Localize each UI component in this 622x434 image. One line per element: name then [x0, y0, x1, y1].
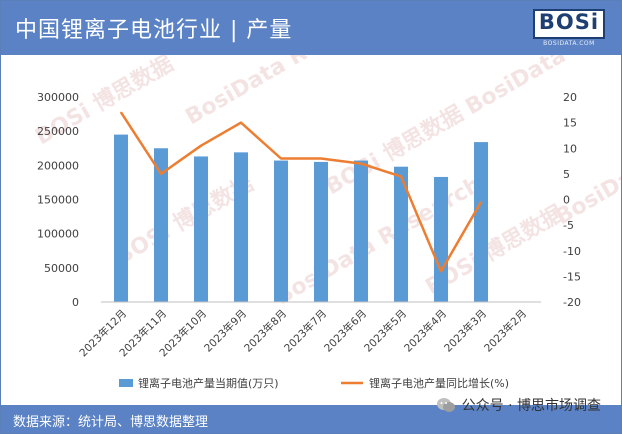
right-tick-label: -15	[563, 270, 581, 283]
category-label: 2023年6月	[321, 307, 369, 355]
right-tick-label: 0	[563, 194, 570, 207]
data-source: 数据来源：统计局、博思数据整理	[13, 415, 209, 430]
logo-subtext: BOSIDATA.COM	[543, 40, 595, 47]
legend-label-line: 锂离子电池产量同比增长(%)	[369, 376, 509, 390]
right-tick-label: -10	[563, 245, 581, 258]
category-label: 2023年9月	[201, 307, 249, 355]
category-label: 2023年4月	[401, 307, 449, 355]
bar	[194, 156, 208, 302]
growth-point	[400, 175, 402, 178]
bar	[314, 161, 328, 302]
brand-text: 公众号 · 博思市场调查	[461, 398, 601, 414]
bar	[114, 134, 128, 302]
left-tick-label: 300000	[37, 91, 79, 104]
bar	[434, 176, 448, 302]
watermark: BosiData Research	[552, 92, 622, 230]
right-tick-label: -20	[563, 296, 581, 309]
right-tick-label: 5	[563, 168, 570, 181]
bar	[234, 152, 248, 302]
left-tick-label: 0	[72, 296, 79, 309]
watermark: BosiData Research	[272, 172, 486, 310]
category-label: 2023年7月	[281, 307, 329, 355]
growth-point	[440, 270, 442, 273]
growth-point	[240, 121, 242, 124]
legend-label-bar: 锂离子电池产量当期值(万只)	[138, 376, 279, 390]
growth-point	[200, 144, 202, 147]
left-tick-label: 200000	[37, 159, 79, 172]
page-title: 中国锂离子电池行业 | 产量	[15, 18, 293, 43]
left-tick-label: 50000	[44, 262, 79, 275]
watermark: BosiData Research	[462, 55, 622, 120]
header-bar: 中国锂离子电池行业 | 产量 BOSi BOSIDATA.COM	[1, 1, 621, 55]
growth-point	[280, 157, 282, 160]
bar	[154, 148, 168, 302]
legend-swatch-bar	[119, 379, 133, 387]
right-tick-label: -5	[563, 219, 574, 232]
growth-point	[120, 111, 122, 114]
footer-brand: 公众号 · 博思市场调查	[436, 395, 601, 415]
footer-bar: 数据来源：统计局、博思数据整理	[1, 405, 621, 433]
bar	[394, 166, 408, 302]
right-tick-label: 10	[563, 142, 577, 155]
left-tick-label: 150000	[37, 194, 79, 207]
category-label: 2023年3月	[441, 307, 489, 355]
wechat-icon	[436, 398, 455, 412]
left-tick-label: 100000	[37, 228, 79, 241]
category-label: 2023年5月	[361, 307, 409, 355]
right-tick-label: 20	[563, 91, 577, 104]
growth-point	[320, 157, 322, 160]
watermark: BosiData Research	[182, 55, 396, 130]
growth-line	[119, 111, 483, 273]
logo-text: BOSi	[538, 10, 600, 34]
bar	[274, 160, 288, 302]
growth-point	[480, 201, 482, 203]
logo-box	[533, 9, 605, 39]
growth-point	[360, 162, 362, 165]
growth-point	[160, 173, 162, 175]
bar	[474, 142, 488, 302]
bar	[354, 160, 368, 302]
bosi-logo: BOSi BOSIDATA.COM	[533, 9, 605, 49]
left-tick-label: 250000	[37, 125, 79, 138]
category-label: 2023年8月	[241, 307, 289, 355]
category-label: 2023年2月	[481, 307, 529, 355]
right-tick-label: 15	[563, 117, 577, 130]
